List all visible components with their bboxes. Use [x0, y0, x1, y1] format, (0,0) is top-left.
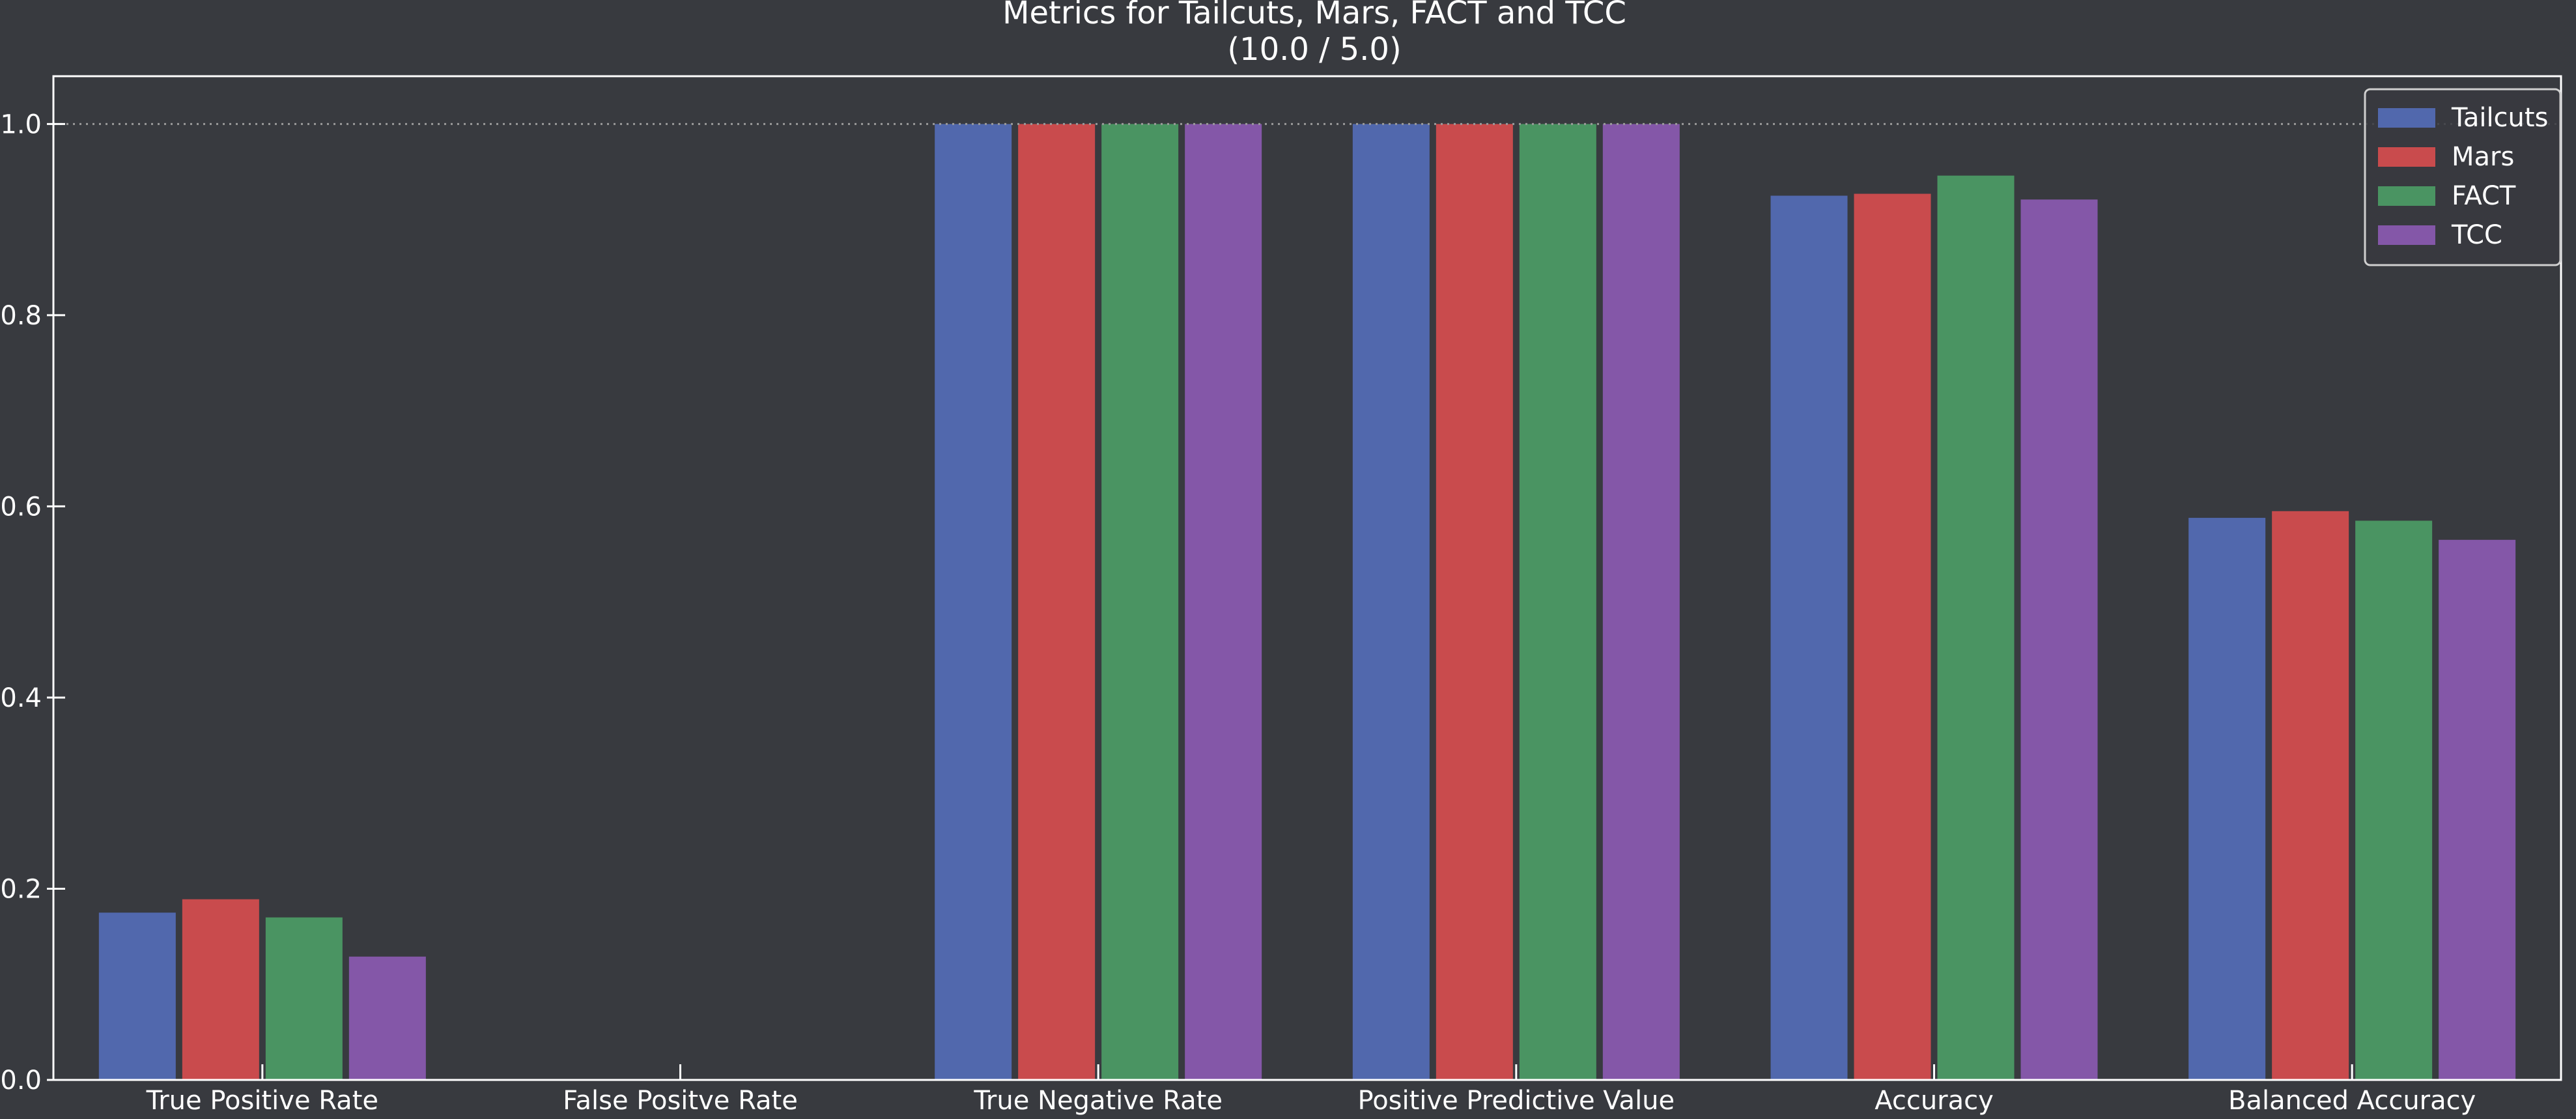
bar-mars-5 [1854, 193, 1931, 1081]
bar-tcc-6 [2439, 539, 2516, 1080]
x-tick-label: Balanced Accuracy [2228, 1086, 2476, 1116]
y-tick-label: 0.0 [0, 1066, 42, 1096]
bar-fact-1 [265, 917, 343, 1080]
bar-mars-4 [1436, 124, 1513, 1080]
y-tick-label: 1.0 [0, 109, 42, 139]
x-tick-label: True Positive Rate [146, 1086, 378, 1116]
legend: Tailcuts Mars FACT TCC [2364, 88, 2562, 266]
x-tick-label: False Positve Rate [563, 1086, 798, 1116]
bar-tcc-3 [1185, 124, 1262, 1080]
bar-tailcuts-6 [2188, 518, 2266, 1080]
bar-tailcuts-1 [98, 913, 176, 1080]
legend-swatch-fact [2378, 186, 2435, 206]
y-tick-label: 0.2 [0, 874, 42, 904]
bar-tcc-1 [348, 956, 426, 1080]
x-tick-label: True Negative Rate [973, 1086, 1223, 1116]
chart-subtitle: (10.0 / 5.0) [1227, 31, 1401, 68]
legend-swatch-tailcuts [2378, 108, 2435, 128]
legend-box [2364, 88, 2562, 266]
bar-fact-6 [2355, 520, 2433, 1080]
chart-title: Metrics for Tailcuts, Mars, FACT and TCC [1002, 0, 1626, 31]
legend-swatch-tcc [2378, 225, 2435, 245]
bar-tailcuts-3 [935, 124, 1012, 1080]
bar-fact-5 [1937, 175, 2015, 1081]
bar-tcc-4 [1602, 124, 1680, 1080]
plot-area: 0.0 0.2 0.4 0.6 0.8 1.0 True Positive Rate Fals… [0, 75, 2562, 1116]
y-tick-label: 0.8 [0, 301, 42, 331]
legend-label-mars: Mars [2452, 142, 2514, 172]
x-tick-label: Positive Predictive Value [1358, 1086, 1675, 1116]
bar-mars-6 [2272, 511, 2349, 1080]
y-tick-label: 0.4 [0, 683, 42, 713]
legend-label-fact: FACT [2452, 181, 2516, 211]
bar-fact-3 [1101, 124, 1179, 1080]
y-tick-label: 0.6 [0, 492, 42, 522]
x-tick-label: Accuracy [1875, 1086, 1994, 1116]
bar-tailcuts-5 [1770, 195, 1848, 1080]
bar-mars-3 [1018, 124, 1096, 1080]
legend-label-tcc: TCC [2451, 220, 2502, 250]
axes-frame [52, 75, 2562, 1081]
bar-fact-4 [1519, 124, 1596, 1080]
bar-tcc-5 [2020, 199, 2098, 1080]
legend-swatch-mars [2378, 147, 2435, 167]
legend-label-tailcuts: Tailcuts [2451, 103, 2548, 133]
bar-mars-1 [182, 899, 259, 1080]
bar-tailcuts-4 [1352, 124, 1430, 1080]
